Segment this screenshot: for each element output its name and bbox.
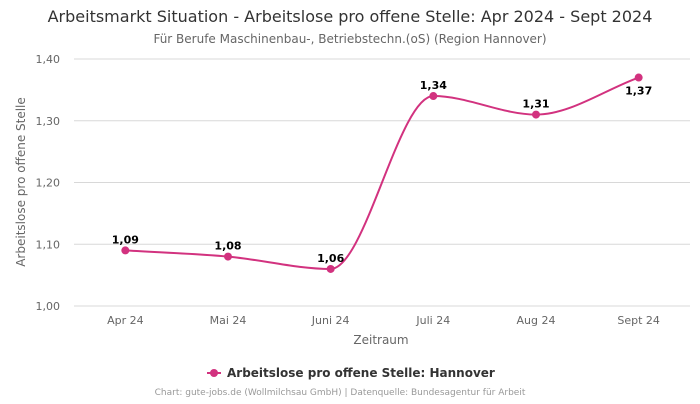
data-point[interactable] <box>326 264 335 273</box>
data-label: 1,06 <box>317 252 344 265</box>
chart-title: Arbeitsmarkt Situation - Arbeitslose pro… <box>48 7 653 26</box>
x-tick-label: Mai 24 <box>210 314 247 327</box>
data-label: 1,31 <box>522 98 549 111</box>
y-axis-ticks: 1,00 1,10 1,20 1,30 1,40 <box>36 53 61 313</box>
legend-label: Arbeitslose pro offene Stelle: Hannover <box>227 366 495 380</box>
y-tick-label: 1,40 <box>36 53 61 66</box>
data-label: 1,09 <box>112 233 139 246</box>
x-tick-label: Sept 24 <box>617 314 660 327</box>
data-label: 1,08 <box>214 240 241 253</box>
legend-marker <box>210 369 218 377</box>
x-axis-title: Zeitraum <box>353 333 408 347</box>
credits: Chart: gute-jobs.de (Wollmilchsau GmbH) … <box>155 388 526 398</box>
legend[interactable]: Arbeitslose pro offene Stelle: Hannover <box>207 366 495 380</box>
x-axis-ticks: Apr 24 Mai 24 Juni 24 Juli 24 Aug 24 Sept 24 <box>107 314 660 327</box>
y-axis-title: Arbeitslose pro offene Stelle <box>14 97 28 267</box>
series-group <box>121 73 643 273</box>
data-labels: 1,09 1,08 1,06 1,34 1,31 1,37 <box>112 79 652 265</box>
x-tick-label: Juni 24 <box>311 314 350 327</box>
data-point[interactable] <box>532 110 540 119</box>
data-point[interactable] <box>429 92 438 101</box>
chart-subtitle: Für Berufe Maschinenbau-, Betriebstechn.… <box>153 32 546 46</box>
y-tick-label: 1,00 <box>36 300 61 313</box>
data-label: 1,37 <box>625 85 652 98</box>
data-point[interactable] <box>634 73 643 82</box>
x-tick-label: Apr 24 <box>107 314 144 327</box>
data-point[interactable] <box>121 246 130 255</box>
y-tick-label: 1,30 <box>36 115 61 128</box>
y-tick-label: 1,10 <box>36 238 61 251</box>
series-line <box>125 76 640 270</box>
data-point[interactable] <box>224 252 232 261</box>
x-tick-label: Aug 24 <box>517 314 556 327</box>
y-tick-label: 1,20 <box>36 177 61 190</box>
x-tick-label: Juli 24 <box>415 314 450 327</box>
data-label: 1,34 <box>420 79 447 92</box>
